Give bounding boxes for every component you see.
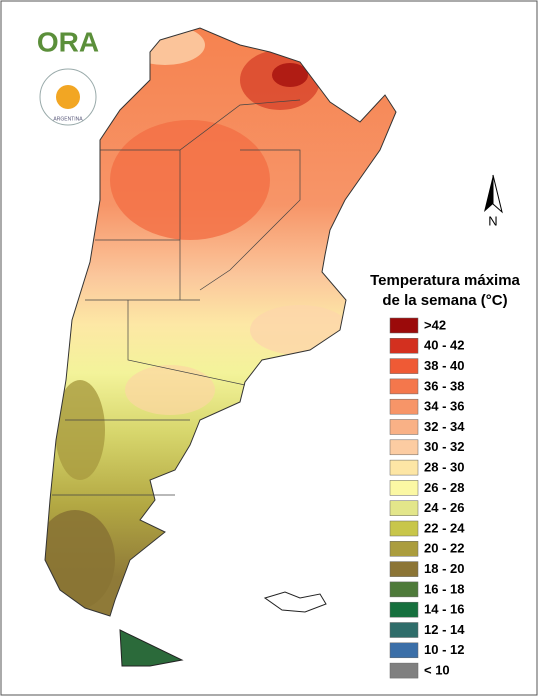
province-borders	[52, 99, 301, 496]
legend-title: Temperatura máxima	[370, 272, 520, 289]
logo: ORA ARGENTINA	[37, 26, 99, 126]
north-label: N	[488, 213, 497, 228]
legend-swatch	[389, 419, 419, 435]
legend-swatch	[389, 561, 419, 577]
legend-label: 32 - 34	[424, 419, 465, 434]
legend-label: 36 - 38	[424, 378, 464, 393]
malvinas	[263, 591, 327, 613]
legend-label: 26 - 28	[424, 480, 464, 495]
legend-swatch	[389, 480, 419, 496]
legend-label: 28 - 30	[424, 460, 464, 475]
legend-label: 12 - 14	[424, 622, 465, 637]
legend-label: 14 - 16	[424, 602, 464, 617]
legend-swatch	[389, 459, 419, 476]
legend-label: 40 - 42	[424, 338, 464, 353]
legend-swatch	[389, 398, 419, 415]
legend-label: >42	[424, 317, 446, 332]
legend: >42 40 - 42 38 - 40 36 - 38 34 - 36 32 - 34 30…	[389, 317, 465, 679]
legend-label: 18 - 20	[424, 561, 464, 576]
legend-label: < 10	[424, 663, 450, 678]
legend-label: 22 - 24	[424, 520, 465, 535]
legend-swatch	[389, 642, 419, 659]
tierra-del-fuego	[119, 629, 184, 667]
legend-title: de la semana (°C)	[382, 292, 507, 309]
legend-swatch	[389, 358, 419, 374]
legend-label: 10 - 12	[424, 642, 464, 657]
legend-label: 16 - 18	[424, 581, 464, 596]
compass: N	[484, 174, 503, 228]
seal-text: ARGENTINA	[53, 116, 83, 122]
legend-swatch	[389, 601, 419, 618]
legend-label: 20 - 22	[424, 541, 464, 556]
legend-swatch	[389, 520, 419, 537]
seal-sun	[56, 85, 80, 109]
logo-name: ORA	[37, 26, 99, 57]
legend-swatch	[389, 439, 419, 456]
legend-swatch	[389, 317, 419, 334]
legend-swatch	[389, 622, 419, 638]
legend-swatch	[389, 581, 419, 598]
legend-swatch	[389, 541, 419, 557]
legend-label: 34 - 36	[424, 399, 464, 414]
legend-swatch	[389, 378, 419, 395]
legend-label: 24 - 26	[424, 500, 464, 515]
legend-swatch	[389, 662, 419, 679]
legend-label: 38 - 40	[424, 358, 464, 373]
legend-swatch	[389, 338, 419, 354]
legend-label: 30 - 32	[424, 439, 464, 454]
legend-swatch	[389, 500, 419, 516]
